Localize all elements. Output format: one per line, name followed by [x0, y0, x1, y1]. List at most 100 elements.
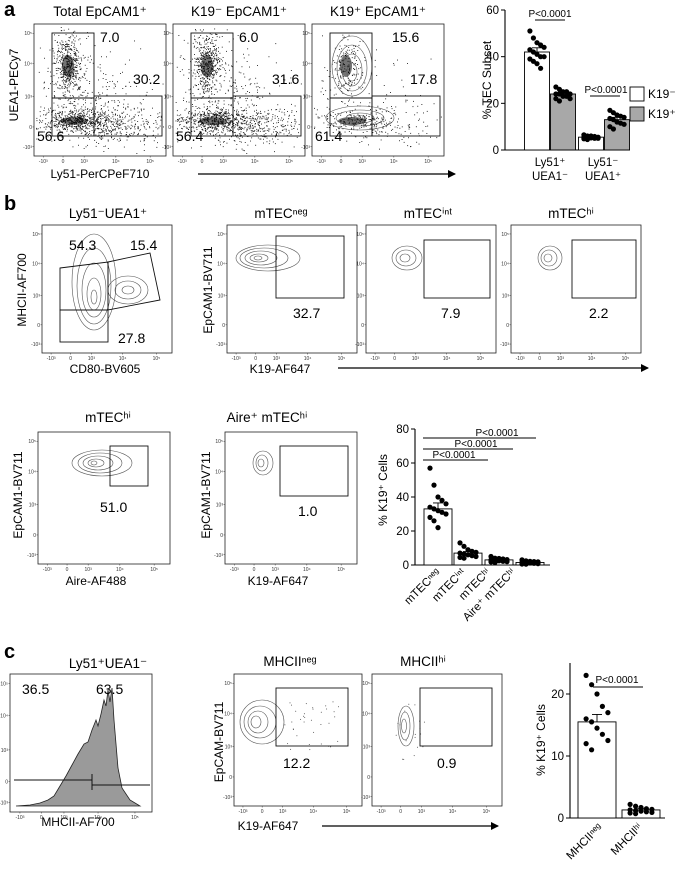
svg-text:-10³: -10³	[216, 342, 225, 348]
plot-b6-xlabel: K19-AF647	[248, 574, 309, 588]
legend-k19neg-label: K19⁻	[648, 87, 676, 101]
svg-text:10⁵: 10⁵	[302, 31, 310, 37]
panel-a-label: a	[4, 0, 16, 21]
svg-text:-10³: -10³	[361, 795, 370, 801]
chart-a-cat2-line1: Ly51⁻	[588, 157, 619, 169]
data-point	[488, 559, 494, 565]
data-point	[427, 504, 433, 510]
svg-text:10⁴: 10⁴	[449, 809, 457, 815]
data-point	[527, 28, 533, 34]
plot-b3-gate	[423, 239, 491, 299]
svg-text:10³: 10³	[25, 95, 33, 101]
svg-text:0: 0	[229, 775, 232, 781]
svg-text:0: 0	[168, 125, 171, 131]
svg-text:0: 0	[220, 533, 223, 539]
svg-text:0: 0	[66, 567, 69, 573]
plot-c3-gate	[419, 687, 493, 747]
chart-c-ylabel: % K19⁺ Cells	[534, 704, 548, 776]
svg-text:-10³: -10³	[162, 145, 171, 151]
svg-text:10³: 10³	[220, 159, 228, 165]
svg-text:10⁴: 10⁴	[215, 470, 223, 476]
plot-b6-gate-1: 1.0	[298, 503, 318, 519]
data-point	[594, 691, 600, 697]
svg-text:10⁵: 10⁵	[338, 356, 346, 362]
data-point	[439, 509, 445, 515]
plot-b1-gate-cd80lo	[59, 309, 109, 343]
svg-text:10³: 10³	[81, 159, 89, 165]
data-point	[461, 551, 467, 557]
svg-text:-10³: -10³	[39, 159, 48, 165]
svg-text:-10³: -10³	[27, 553, 36, 559]
plot-b4-title: mTECʰⁱ	[548, 206, 594, 221]
plot-a3-gate-3: 61.4	[315, 128, 342, 144]
plot-b5-contours	[71, 449, 133, 477]
data-point	[589, 719, 595, 725]
svg-text:0: 0	[367, 775, 370, 781]
svg-text:0: 0	[399, 809, 402, 815]
svg-text:-10³: -10³	[301, 145, 310, 151]
svg-text:10³: 10³	[88, 356, 96, 362]
plot-c3-contours	[397, 705, 415, 747]
data-point	[530, 35, 537, 41]
data-point	[621, 121, 627, 127]
svg-text:10⁴: 10⁴	[28, 470, 36, 476]
plot-a2-gate-2: 31.6	[272, 71, 299, 87]
plot-a1-gate-2: 30.2	[133, 71, 160, 87]
data-point	[621, 114, 627, 120]
plot-b1-gate-3: 27.8	[118, 330, 145, 346]
plot-c2: 12.2 10⁵ 10⁴ 10³ 0 -10³ -10³ 0 10³ 10⁴ 10⁵	[223, 673, 363, 815]
svg-text:10⁵: 10⁵	[356, 232, 364, 238]
y-tick-label: 80	[396, 424, 409, 436]
plot-b5-xlabel: Aire-AF488	[66, 574, 127, 588]
plot-c2-contours	[239, 699, 285, 745]
plot-b2-xlabel: K19-AF647	[250, 362, 311, 376]
svg-text:10³: 10³	[216, 503, 224, 509]
plot-b4: 2.2 10⁵ 10⁴ 10³ 0 -10³ -10³ 0 10³ 10⁴ 10⁵	[500, 224, 642, 362]
plot-c2-title: MHCIIⁿᵉᵍ	[263, 654, 316, 669]
y-tick-label: 20	[396, 526, 409, 538]
plot-c1-histogram	[15, 687, 142, 807]
plot-a3-gate-2: 17.8	[410, 71, 437, 87]
svg-text:-10³: -10³	[223, 795, 232, 801]
plot-a1-frame	[33, 23, 167, 157]
plot-a3: 15.6 17.8 61.4 10⁵ 10⁴ 10³ 0 -10³ -10³ 0 10³ 10⁴…	[301, 23, 445, 165]
data-point	[567, 96, 573, 102]
plot-a1-gate-ll	[51, 97, 95, 137]
svg-text:10⁴: 10⁴	[217, 261, 225, 267]
data-point	[457, 554, 463, 561]
svg-text:10⁵: 10⁵	[337, 567, 345, 573]
y-tick-label: 0	[558, 813, 564, 825]
data-point	[473, 549, 479, 555]
data-point	[627, 801, 633, 808]
chart-c: % K19⁺ Cells P<0.0001 MHCIIⁿᵉᵍ MHCIIʰⁱ 0…	[534, 663, 665, 862]
svg-text:10³: 10³	[85, 567, 93, 573]
plot-b4-contours	[537, 245, 563, 271]
svg-text:10⁴: 10⁴	[588, 356, 596, 362]
data-point	[633, 811, 639, 817]
svg-text:10³: 10³	[272, 567, 280, 573]
svg-text:10⁴: 10⁴	[501, 261, 509, 267]
plot-a3-gate-1: 15.6	[392, 29, 419, 45]
data-point	[531, 560, 537, 566]
y-tick-label: 0	[493, 145, 499, 157]
data-point	[595, 135, 601, 141]
data-point	[633, 803, 639, 809]
svg-text:10⁵: 10⁵	[477, 356, 485, 362]
plot-a1-gate-1: 7.0	[100, 29, 120, 45]
svg-text:10⁴: 10⁴	[356, 261, 364, 267]
plot-b1-gate-cd80hi	[107, 252, 161, 311]
svg-text:0: 0	[261, 809, 264, 815]
svg-text:10⁴: 10⁴	[0, 713, 8, 719]
data-point	[435, 525, 441, 531]
svg-text:10⁴: 10⁴	[251, 159, 259, 165]
svg-text:0: 0	[5, 780, 8, 786]
chart-b: % K19⁺ Cells P<0.0001 P<0.0001 P<0.0001 …	[376, 424, 550, 624]
plot-c1-xlabel: MHCII-AF700	[41, 815, 115, 829]
svg-text:10³: 10³	[357, 293, 365, 299]
plot-b4-gate-1: 2.2	[589, 305, 609, 321]
svg-text:10⁵: 10⁵	[163, 31, 171, 37]
data-point	[431, 482, 437, 488]
svg-text:10⁴: 10⁴	[303, 567, 311, 573]
data-point	[527, 560, 533, 566]
svg-text:10⁵: 10⁵	[24, 31, 32, 37]
